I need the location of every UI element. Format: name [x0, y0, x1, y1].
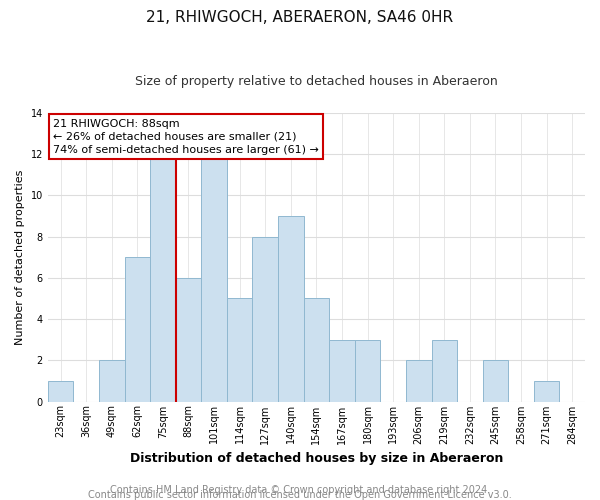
Text: 21, RHIWGOCH, ABERAERON, SA46 0HR: 21, RHIWGOCH, ABERAERON, SA46 0HR	[146, 10, 454, 25]
Bar	[329, 340, 355, 402]
Bar	[48, 381, 73, 402]
Bar	[406, 360, 431, 402]
Text: Contains public sector information licensed under the Open Government Licence v3: Contains public sector information licen…	[88, 490, 512, 500]
Bar	[99, 360, 125, 402]
Text: Contains HM Land Registry data © Crown copyright and database right 2024.: Contains HM Land Registry data © Crown c…	[110, 485, 490, 495]
Bar	[355, 340, 380, 402]
Bar	[304, 298, 329, 402]
Bar	[150, 154, 176, 402]
Bar	[253, 236, 278, 402]
Bar	[125, 257, 150, 402]
Title: Size of property relative to detached houses in Aberaeron: Size of property relative to detached ho…	[135, 75, 498, 88]
Bar	[482, 360, 508, 402]
Bar	[201, 154, 227, 402]
Bar	[431, 340, 457, 402]
X-axis label: Distribution of detached houses by size in Aberaeron: Distribution of detached houses by size …	[130, 452, 503, 465]
Bar	[227, 298, 253, 402]
Text: 21 RHIWGOCH: 88sqm
← 26% of detached houses are smaller (21)
74% of semi-detache: 21 RHIWGOCH: 88sqm ← 26% of detached hou…	[53, 118, 319, 155]
Y-axis label: Number of detached properties: Number of detached properties	[15, 170, 25, 345]
Bar	[278, 216, 304, 402]
Bar	[176, 278, 201, 402]
Bar	[534, 381, 559, 402]
